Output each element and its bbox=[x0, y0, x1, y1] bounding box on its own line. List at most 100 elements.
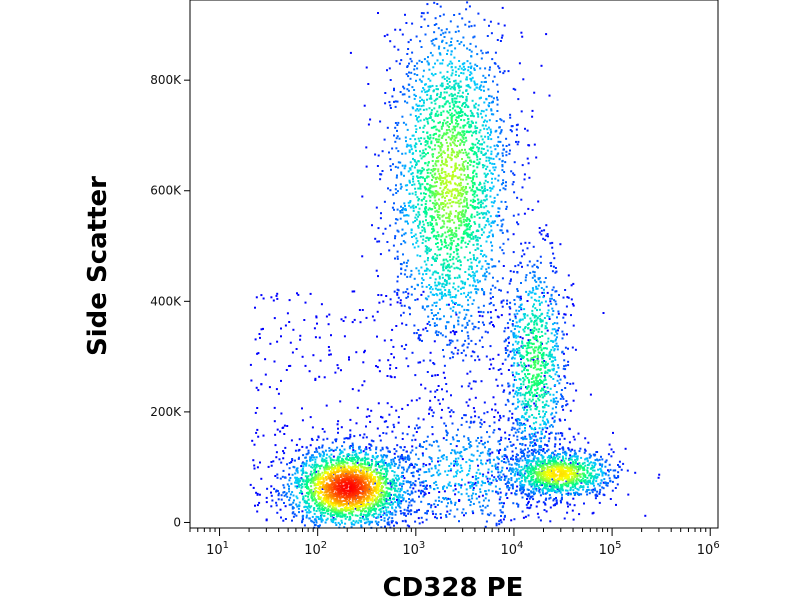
data-point bbox=[505, 208, 508, 210]
data-point bbox=[520, 242, 523, 245]
data-point bbox=[532, 305, 534, 308]
data-point bbox=[403, 304, 406, 307]
data-point bbox=[408, 498, 410, 500]
data-point bbox=[526, 454, 529, 457]
data-point bbox=[516, 421, 519, 424]
data-point bbox=[575, 389, 578, 392]
data-point bbox=[419, 232, 422, 234]
data-point bbox=[274, 444, 277, 447]
data-point bbox=[476, 206, 479, 209]
data-point bbox=[493, 200, 496, 203]
data-point bbox=[523, 408, 526, 411]
data-point bbox=[450, 299, 453, 302]
data-point bbox=[413, 183, 416, 186]
data-point bbox=[552, 401, 555, 404]
data-point bbox=[393, 376, 396, 379]
data-point bbox=[420, 293, 423, 296]
data-point bbox=[444, 335, 447, 338]
data-point bbox=[466, 114, 469, 117]
data-point bbox=[372, 515, 375, 518]
data-point bbox=[322, 451, 325, 454]
data-point bbox=[507, 355, 510, 358]
data-point bbox=[480, 57, 483, 60]
data-point bbox=[273, 317, 276, 320]
data-point bbox=[541, 401, 544, 404]
data-point bbox=[468, 48, 471, 51]
data-point bbox=[533, 434, 536, 437]
data-point bbox=[586, 466, 589, 469]
data-point bbox=[415, 131, 417, 133]
data-point bbox=[441, 285, 444, 288]
data-point bbox=[520, 432, 523, 434]
data-point bbox=[506, 458, 509, 461]
data-point bbox=[469, 420, 472, 423]
data-point bbox=[400, 446, 402, 449]
data-point bbox=[446, 64, 449, 67]
data-point bbox=[422, 480, 425, 483]
data-point bbox=[388, 67, 391, 70]
data-point bbox=[292, 494, 295, 497]
data-point bbox=[509, 441, 512, 443]
data-point bbox=[458, 276, 461, 279]
data-point bbox=[461, 324, 464, 327]
data-point bbox=[411, 184, 414, 186]
data-point bbox=[436, 94, 438, 97]
data-point bbox=[554, 400, 557, 403]
data-point bbox=[499, 496, 502, 499]
data-point bbox=[454, 457, 457, 460]
data-point bbox=[291, 351, 294, 354]
data-point bbox=[562, 397, 565, 400]
data-point bbox=[436, 504, 439, 506]
data-point bbox=[492, 201, 495, 204]
data-point bbox=[517, 391, 520, 394]
data-point bbox=[343, 466, 345, 469]
data-point bbox=[427, 56, 429, 59]
data-point bbox=[516, 295, 519, 298]
data-point bbox=[389, 498, 392, 501]
data-point bbox=[553, 420, 556, 423]
data-point bbox=[479, 143, 482, 146]
data-point bbox=[498, 502, 501, 505]
data-point bbox=[307, 475, 310, 478]
data-point bbox=[493, 62, 496, 65]
data-point bbox=[389, 158, 392, 161]
data-point bbox=[439, 332, 442, 335]
data-point bbox=[385, 513, 388, 516]
data-point bbox=[399, 457, 402, 460]
data-point bbox=[471, 475, 474, 478]
data-point bbox=[538, 296, 541, 299]
data-point bbox=[453, 276, 456, 279]
data-point bbox=[386, 502, 389, 505]
data-point bbox=[565, 480, 568, 483]
data-point bbox=[432, 474, 435, 477]
data-point bbox=[472, 243, 475, 246]
data-point bbox=[445, 258, 448, 261]
data-point bbox=[497, 65, 500, 68]
data-point bbox=[486, 165, 489, 168]
data-point bbox=[451, 340, 454, 343]
data-point bbox=[446, 264, 449, 267]
data-point bbox=[402, 482, 405, 485]
data-point bbox=[352, 458, 355, 460]
data-point bbox=[523, 397, 526, 400]
data-point bbox=[256, 510, 259, 513]
data-point bbox=[511, 467, 514, 470]
data-point bbox=[424, 91, 427, 94]
data-point bbox=[495, 120, 498, 122]
data-point bbox=[482, 74, 485, 77]
data-point bbox=[508, 434, 511, 437]
data-point bbox=[417, 417, 420, 420]
data-point bbox=[555, 391, 558, 394]
data-point bbox=[412, 204, 415, 207]
data-point bbox=[476, 355, 479, 358]
data-point bbox=[454, 30, 457, 33]
data-point bbox=[494, 177, 497, 180]
data-point bbox=[503, 389, 506, 392]
data-point bbox=[510, 477, 513, 479]
data-point bbox=[504, 447, 506, 450]
data-point bbox=[399, 217, 402, 220]
data-point bbox=[421, 167, 424, 170]
data-point bbox=[348, 447, 351, 450]
data-point bbox=[486, 128, 489, 131]
data-point bbox=[448, 339, 451, 342]
